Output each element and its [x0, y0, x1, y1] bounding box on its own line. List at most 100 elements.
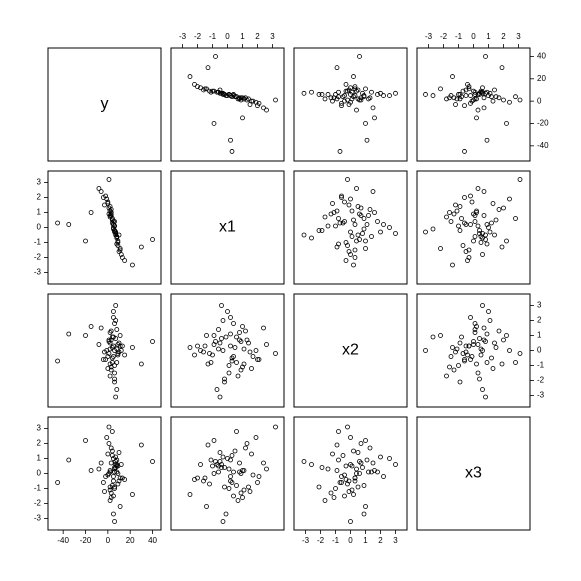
point — [462, 220, 467, 226]
point — [346, 202, 352, 208]
point — [235, 498, 241, 503]
point — [477, 92, 482, 97]
y-tick-label: -40 — [537, 141, 549, 150]
point — [499, 65, 505, 71]
point — [517, 177, 523, 182]
point — [492, 87, 497, 93]
point — [423, 229, 428, 235]
point — [102, 489, 107, 494]
point — [112, 370, 117, 376]
point — [232, 448, 238, 454]
point — [309, 89, 314, 95]
points — [55, 424, 155, 524]
point — [481, 213, 487, 218]
point — [346, 87, 352, 93]
point — [204, 333, 209, 338]
point — [220, 454, 226, 460]
point — [113, 231, 119, 236]
point — [238, 367, 244, 373]
point — [358, 97, 364, 103]
point — [477, 376, 482, 382]
points — [187, 303, 278, 400]
point — [240, 324, 245, 329]
point — [363, 438, 368, 443]
point — [112, 348, 117, 353]
point — [301, 459, 307, 464]
point — [363, 246, 368, 251]
points — [301, 424, 398, 524]
point — [238, 339, 244, 344]
point — [211, 333, 217, 338]
points — [55, 303, 155, 400]
point — [346, 478, 352, 484]
point — [348, 92, 353, 97]
point — [198, 462, 203, 467]
point — [210, 352, 215, 358]
x-tick-label: 0 — [348, 536, 353, 545]
variable-label: x1 — [219, 219, 236, 236]
point — [222, 465, 227, 470]
x-tick-label: 2 — [255, 32, 260, 41]
point — [448, 93, 454, 98]
point — [457, 379, 463, 385]
point — [349, 487, 355, 493]
point — [247, 349, 253, 355]
point — [339, 193, 344, 199]
point — [336, 429, 341, 434]
point — [358, 460, 364, 466]
variable-label: y — [101, 96, 109, 113]
x-tick-label: 3 — [393, 536, 398, 545]
point — [111, 456, 116, 461]
y-tick-label: 2 — [37, 193, 42, 202]
point — [490, 98, 496, 104]
point — [111, 222, 116, 227]
point — [118, 252, 124, 257]
point — [345, 424, 350, 430]
point — [468, 93, 473, 98]
point — [349, 96, 355, 102]
point — [249, 98, 254, 104]
point — [354, 466, 359, 472]
point — [100, 480, 106, 485]
point — [195, 343, 200, 349]
point — [115, 352, 121, 358]
point — [250, 354, 256, 359]
x-tick-label: -2 — [440, 32, 448, 41]
point — [117, 504, 123, 509]
point — [358, 95, 364, 101]
point — [107, 346, 113, 352]
point — [106, 441, 112, 446]
y-tick-label: -3 — [34, 514, 42, 523]
point — [234, 429, 239, 434]
point — [369, 469, 374, 475]
point — [330, 451, 335, 457]
point — [205, 65, 211, 71]
point — [150, 339, 155, 344]
point — [114, 234, 120, 239]
point — [240, 468, 245, 473]
point — [351, 492, 356, 497]
point — [351, 262, 356, 268]
point — [378, 229, 383, 235]
point — [205, 442, 211, 448]
point — [240, 495, 245, 500]
point — [451, 211, 457, 217]
point — [246, 484, 251, 490]
point — [375, 92, 380, 97]
point — [241, 468, 247, 473]
point — [216, 346, 221, 352]
point — [107, 373, 113, 379]
point — [98, 460, 104, 466]
point — [472, 92, 478, 97]
point — [370, 460, 376, 466]
y-tick-label: -1 — [34, 484, 42, 493]
point — [474, 96, 479, 102]
point — [463, 222, 469, 227]
point — [112, 379, 117, 385]
point — [100, 195, 106, 200]
point — [340, 453, 346, 458]
point — [246, 340, 251, 346]
point — [348, 462, 353, 467]
point — [261, 460, 266, 466]
